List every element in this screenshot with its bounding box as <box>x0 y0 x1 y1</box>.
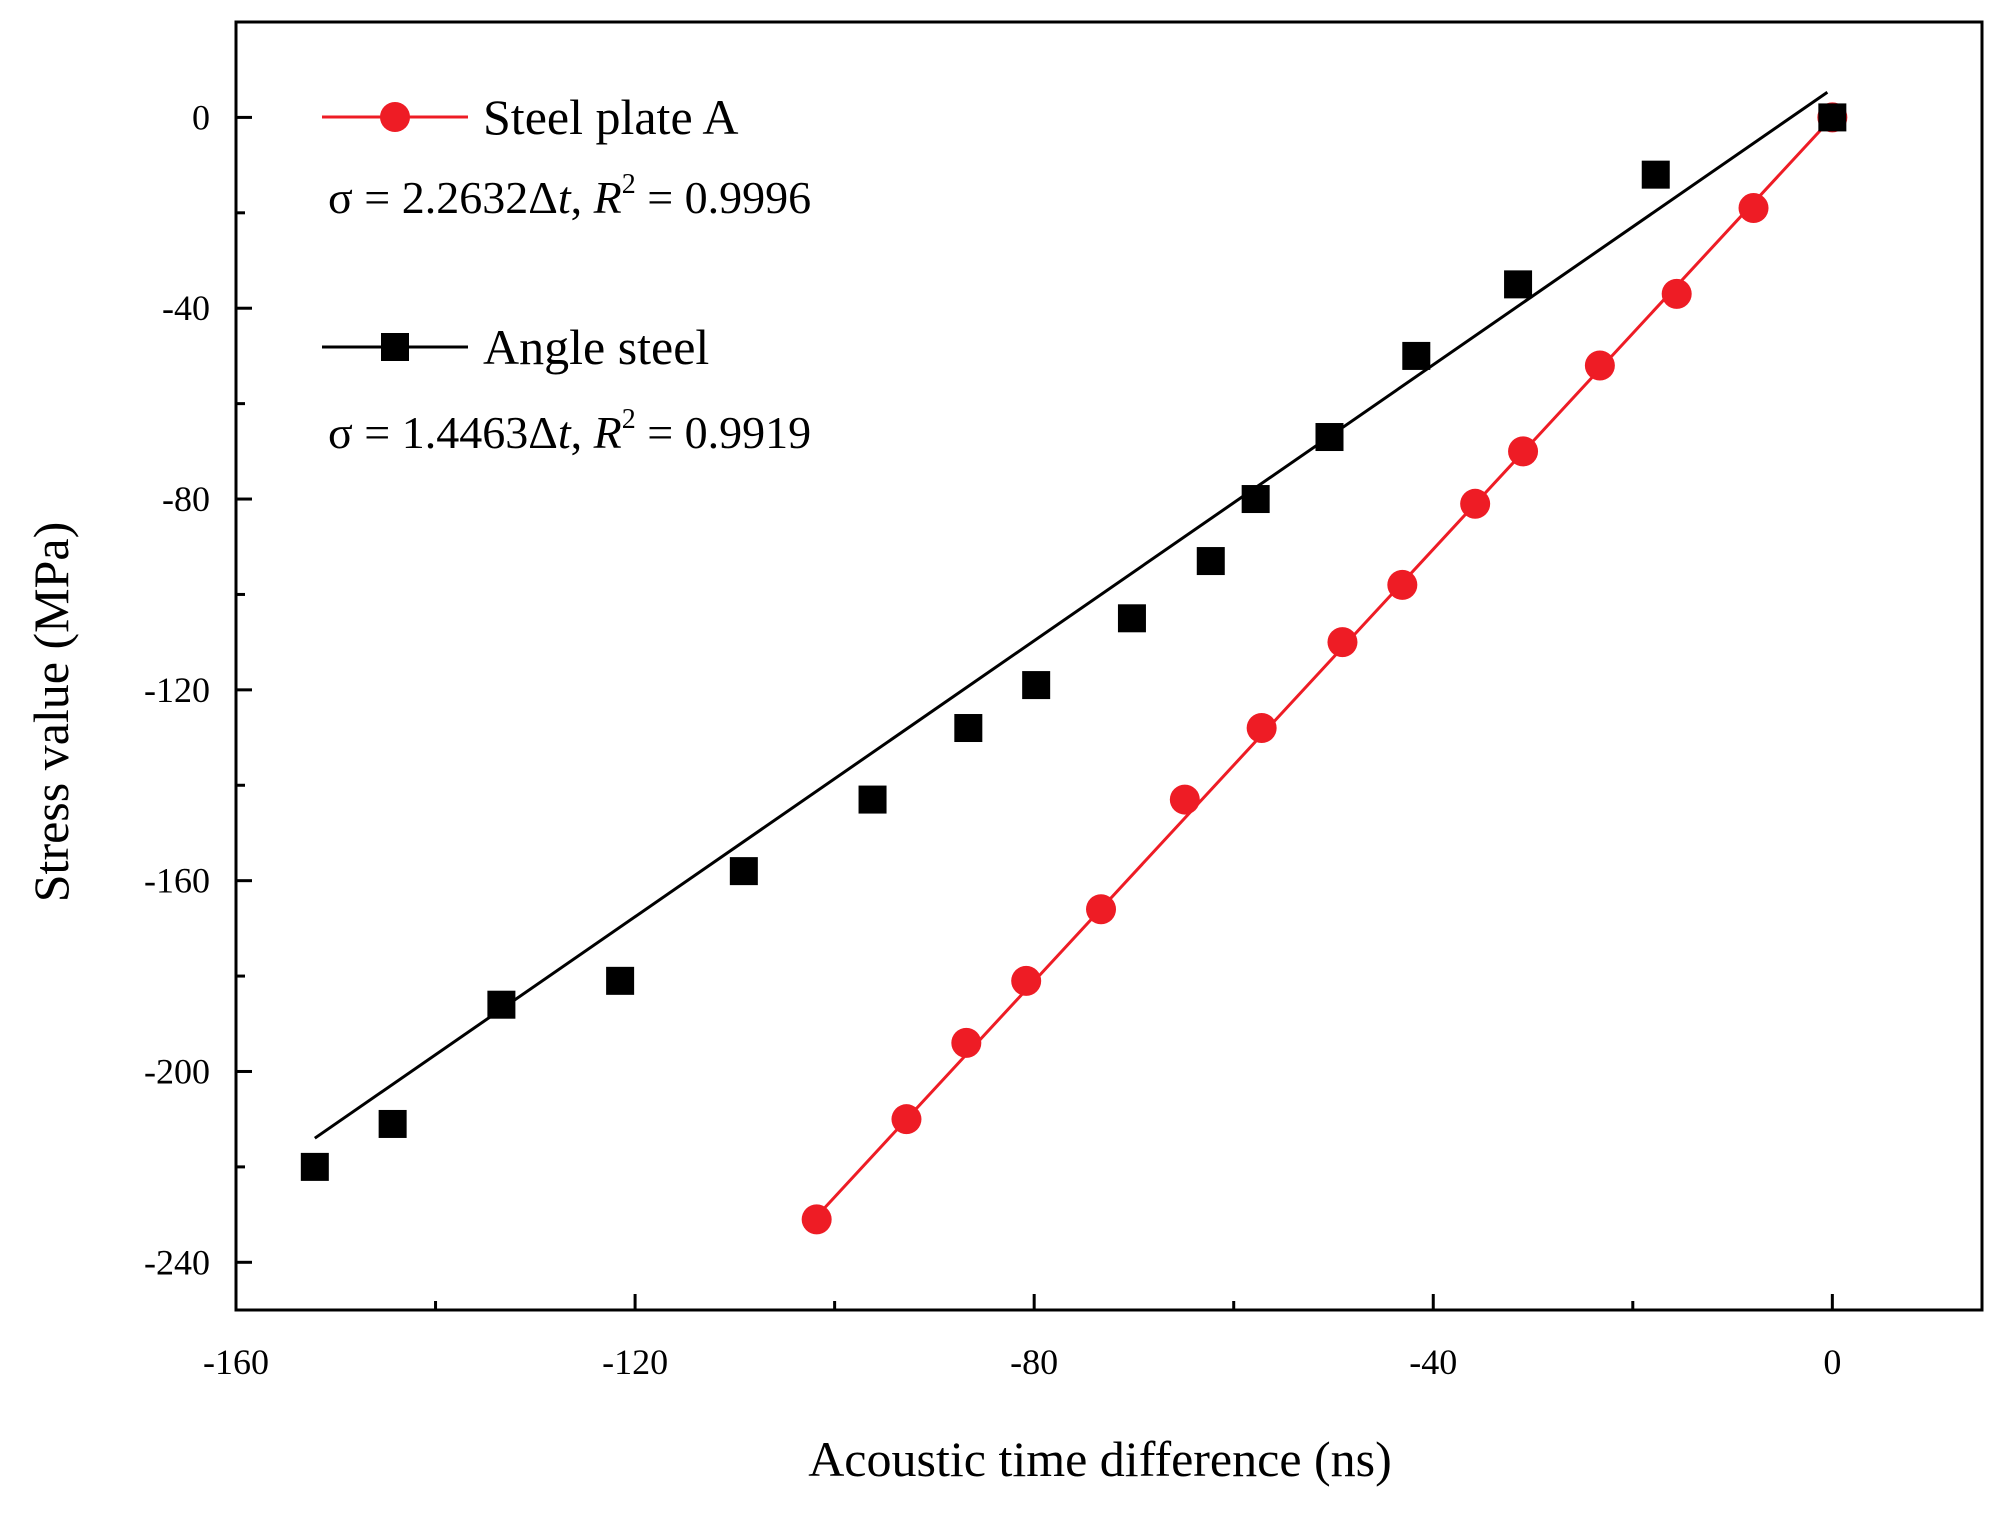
point-steel-plate-a-12 <box>1661 278 1692 309</box>
point-angle-steel-9 <box>1196 547 1225 576</box>
axis-ticks: -160 -120 -80 -40 0 0 -40 -80 -120 -160 -200 -240 <box>144 97 1841 1382</box>
point-steel-plate-a-5 <box>1169 784 1200 815</box>
equation-steel-plate-a-exp: 2 <box>622 169 636 200</box>
x-tick-label-2: -80 <box>1010 1342 1058 1382</box>
equation-angle-steel-sep: , <box>571 407 594 458</box>
point-steel-plate-a-9 <box>1460 488 1491 519</box>
point-angle-steel-7 <box>1022 671 1051 700</box>
y-tick-label-1: -40 <box>162 288 210 328</box>
point-angle-steel-13 <box>1504 270 1533 299</box>
point-steel-plate-a-2 <box>951 1027 982 1058</box>
y-tick-label-3: -120 <box>144 670 210 710</box>
x-tick-label-1: -120 <box>602 1342 668 1382</box>
equation-angle-steel-prefix: σ = 1.4463Δ <box>328 407 558 458</box>
fit-line-angle-steel <box>313 91 1829 1140</box>
point-steel-plate-a-11 <box>1584 350 1615 381</box>
point-steel-plate-a-10 <box>1508 436 1539 467</box>
equation-steel-plate-a: σ = 2.2632Δt, R2 = 0.9996 <box>328 169 811 223</box>
point-angle-steel-3 <box>606 966 635 995</box>
x-axis-title: Acoustic time difference (ns) <box>808 1431 1392 1487</box>
point-steel-plate-a-13 <box>1738 193 1769 224</box>
point-angle-steel-8 <box>1117 604 1146 633</box>
y-axis-title: Stress value (MPa) <box>23 522 79 903</box>
point-angle-steel-10 <box>1241 485 1270 514</box>
equation-steel-plate-a-r2: = 0.9996 <box>636 172 811 223</box>
point-steel-plate-a-1 <box>891 1104 922 1135</box>
point-angle-steel-4 <box>729 857 758 886</box>
point-angle-steel-0 <box>300 1152 329 1181</box>
point-angle-steel-11 <box>1315 423 1344 452</box>
point-angle-steel-1 <box>378 1109 407 1138</box>
equation-steel-plate-a-var: t <box>558 172 572 223</box>
equation-steel-plate-a-prefix: σ = 2.2632Δ <box>328 172 558 223</box>
point-steel-plate-a-3 <box>1011 965 1042 996</box>
legend-marker-steel-plate-a <box>380 102 410 132</box>
point-angle-steel-5 <box>858 785 887 814</box>
y-tick-label-0: 0 <box>192 97 210 137</box>
plot-frame <box>234 20 1984 1312</box>
point-steel-plate-a-0 <box>801 1204 832 1235</box>
equation-steel-plate-a-sep: , <box>571 172 594 223</box>
equation-angle-steel-r: R <box>593 407 622 458</box>
point-steel-plate-a-6 <box>1246 713 1277 744</box>
y-tick-label-5: -200 <box>144 1051 210 1091</box>
point-angle-steel-15 <box>1818 103 1847 132</box>
equation-angle-steel: σ = 1.4463Δt, R2 = 0.9919 <box>328 404 811 458</box>
x-tick-label-0: -160 <box>203 1342 269 1382</box>
legend-label-angle-steel: Angle steel <box>483 319 709 375</box>
point-steel-plate-a-7 <box>1327 627 1358 658</box>
equation-angle-steel-exp: 2 <box>622 404 636 435</box>
legend: Steel plate A σ = 2.2632Δt, R2 = 0.9996 … <box>322 89 811 458</box>
x-tick-label-3: -40 <box>1409 1342 1457 1382</box>
y-tick-label-6: -240 <box>144 1242 210 1282</box>
fit-line-steel-plate-a <box>815 116 1834 1218</box>
point-steel-plate-a-8 <box>1387 569 1418 600</box>
point-angle-steel-2 <box>487 990 516 1019</box>
equation-steel-plate-a-r: R <box>593 172 622 223</box>
point-steel-plate-a-4 <box>1086 894 1117 925</box>
legend-label-steel-plate-a: Steel plate A <box>483 89 739 145</box>
data-markers <box>300 102 1848 1235</box>
equation-angle-steel-var: t <box>558 407 572 458</box>
fit-lines <box>313 91 1834 1218</box>
equation-angle-steel-r2: = 0.9919 <box>636 407 811 458</box>
legend-marker-angle-steel <box>381 333 409 361</box>
point-angle-steel-12 <box>1402 341 1431 370</box>
point-angle-steel-6 <box>954 714 983 743</box>
x-tick-label-4: 0 <box>1823 1342 1841 1382</box>
y-tick-label-4: -160 <box>144 861 210 901</box>
y-tick-label-2: -80 <box>162 479 210 519</box>
point-angle-steel-14 <box>1641 160 1670 189</box>
